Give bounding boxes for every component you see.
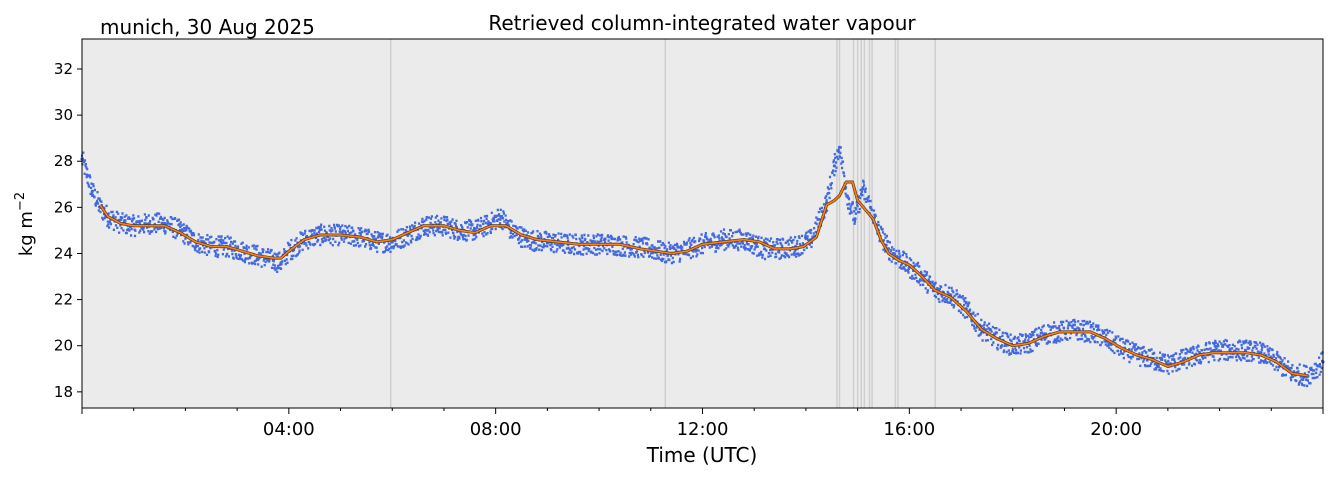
- scatter-point: [525, 238, 529, 242]
- scatter-point: [845, 194, 849, 198]
- x-tick-label: 16:00: [883, 419, 935, 440]
- y-axis-label-exponent: −2: [13, 192, 28, 211]
- scatter-point: [832, 164, 836, 168]
- y-axis-label-group: kg m−2: [13, 192, 37, 256]
- scatter-point: [1228, 348, 1232, 352]
- y-tick-label: 24: [54, 244, 73, 262]
- y-axis: 18 20 22 24 26 28 30 32: [54, 60, 82, 401]
- y-tick-label: 28: [54, 152, 73, 170]
- x-tick-label: 12:00: [677, 419, 729, 440]
- scatter-point: [1073, 327, 1077, 332]
- flag-lines: [389, 39, 936, 408]
- y-axis-label-unit: kg m: [16, 211, 37, 256]
- y-axis-label: kg m−2: [13, 192, 37, 256]
- y-tick-label: 18: [54, 383, 73, 401]
- x-axis-label: Time (UTC): [646, 443, 758, 467]
- scatter-point: [90, 189, 94, 193]
- scatter-point: [488, 221, 493, 226]
- scatter-point: [837, 145, 842, 149]
- scatter-point: [147, 221, 151, 226]
- scatter-point: [762, 247, 767, 251]
- scatter-point: [861, 187, 865, 191]
- y-tick-label: 26: [54, 198, 73, 216]
- scatter-point: [499, 214, 503, 219]
- smoothed-series: [98, 180, 1308, 378]
- y-tick-label: 30: [54, 106, 73, 124]
- y-tick-label: 20: [54, 337, 73, 355]
- scatter-point: [1212, 348, 1217, 352]
- plot-area: [82, 39, 1323, 408]
- x-tick-label: 04:00: [263, 419, 315, 440]
- scatter-point: [163, 221, 167, 226]
- smoothed-line: [99, 181, 1308, 377]
- scatter-point: [1243, 348, 1248, 352]
- x-tick-label: 20:00: [1090, 419, 1142, 440]
- y-tick-label: 32: [54, 60, 73, 78]
- x-tick-label: 08:00: [470, 419, 522, 440]
- scatter-point: [85, 173, 89, 177]
- scatter-point: [868, 205, 873, 209]
- scatter-point: [279, 261, 283, 265]
- scatter-point: [853, 217, 857, 221]
- x-axis: 04:00 08:00 12:00 16:00 20:00: [81, 408, 1324, 440]
- chart-title: Retrieved column-integrated water vapour: [488, 11, 916, 35]
- y-tick-label: 22: [54, 291, 73, 309]
- location-date-label: munich, 30 Aug 2025: [100, 15, 315, 39]
